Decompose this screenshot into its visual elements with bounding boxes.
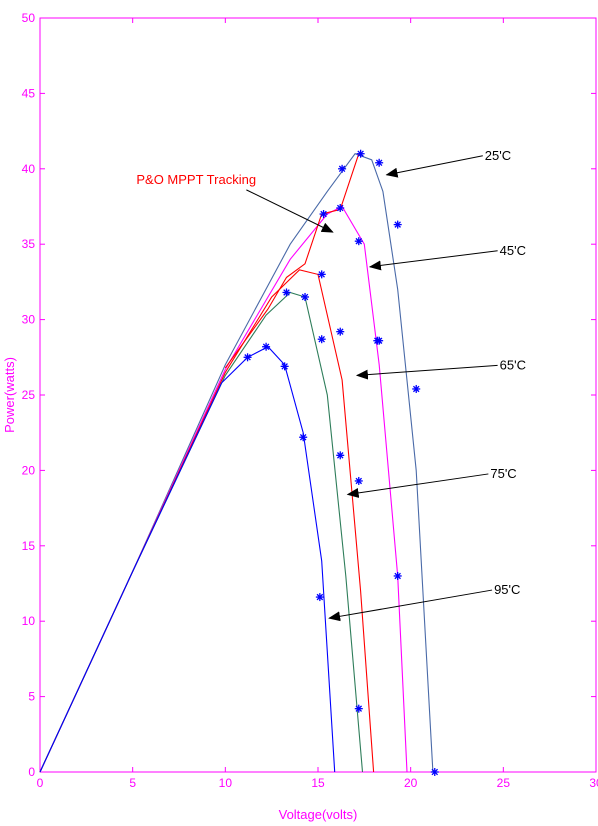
y-axis-label: Power(watts)	[2, 357, 17, 433]
annotation-label-5: P&O MPPT Tracking	[136, 172, 256, 187]
data-point-marker	[315, 593, 324, 602]
y-tick-label: 5	[28, 690, 35, 704]
data-point-marker	[317, 270, 326, 279]
data-point-marker	[317, 335, 326, 344]
data-point-marker	[243, 353, 252, 362]
series-line-1	[39, 205, 408, 773]
y-tick-label: 50	[22, 11, 36, 25]
y-tick-label: 25	[22, 388, 36, 402]
data-point-marker	[301, 292, 310, 301]
y-tick-label: 20	[22, 463, 36, 477]
data-point-marker	[336, 327, 345, 336]
annotation-arrow-0	[385, 155, 483, 178]
y-tick-label: 30	[22, 313, 36, 327]
data-point-marker	[412, 384, 421, 393]
annotation-arrow-1	[368, 250, 498, 271]
data-point-marker	[393, 220, 402, 229]
x-tick-label: 0	[37, 776, 44, 790]
data-point-marker	[375, 158, 384, 167]
data-point-marker	[354, 237, 363, 246]
data-point-marker	[375, 336, 384, 345]
x-axis-label: Voltage(volts)	[279, 807, 358, 822]
y-tick-label: 0	[28, 765, 35, 779]
plot-frame	[39, 17, 597, 773]
data-point-marker	[354, 704, 363, 713]
data-point-marker	[338, 164, 347, 173]
data-point-marker	[336, 451, 345, 460]
y-tick-label: 10	[22, 614, 36, 628]
data-point-marker	[280, 362, 289, 371]
x-tick-label: 20	[404, 776, 418, 790]
series-line-0	[39, 153, 434, 773]
annotation-arrow-4	[328, 589, 493, 622]
series-line-4	[39, 346, 336, 773]
annotation-label-1: 45'C	[500, 243, 526, 258]
data-point-marker	[299, 433, 308, 442]
annotation-arrow-3	[346, 473, 489, 498]
annotation-label-2: 65'C	[500, 357, 526, 372]
data-point-marker	[430, 768, 439, 776]
y-tick-label: 40	[22, 162, 36, 176]
series-line-3	[39, 291, 364, 773]
axes: 0 5 10 15 20 25 30 0 5 10 15 20 25 30 35 40 45 50	[22, 11, 598, 790]
y-tick-label: 15	[22, 539, 36, 553]
annotation-arrow-5	[246, 189, 334, 233]
series-group	[39, 153, 434, 773]
data-point-marker	[336, 204, 345, 213]
annotation-label-0: 25'C	[485, 148, 511, 163]
data-point-marker	[356, 149, 365, 158]
annotation-label-3: 75'C	[490, 466, 516, 481]
series-line-2	[39, 269, 375, 773]
x-tick-label: 25	[497, 776, 511, 790]
markers-group	[243, 149, 439, 776]
data-point-marker	[262, 342, 271, 351]
x-tick-label: 30	[589, 776, 598, 790]
data-point-marker	[393, 571, 402, 580]
annotation-arrow-2	[355, 364, 498, 380]
data-point-marker	[282, 288, 291, 297]
x-tick-label: 15	[311, 776, 325, 790]
y-tick-label: 45	[22, 86, 36, 100]
x-tick-label: 10	[219, 776, 233, 790]
data-point-marker	[354, 476, 363, 485]
data-point-marker	[319, 210, 328, 219]
x-tick-label: 5	[129, 776, 136, 790]
annotations-group: 25'C 45'C 65'C 75'C 95'C P&O MPPT Tracking	[136, 148, 526, 622]
annotation-label-4: 95'C	[494, 582, 520, 597]
y-tick-label: 35	[22, 237, 36, 251]
